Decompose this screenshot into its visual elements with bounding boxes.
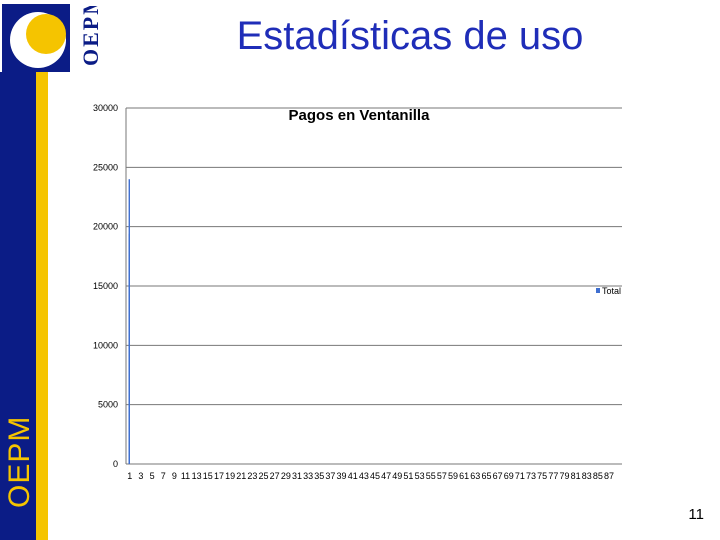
x-tick-label: 71 [515, 471, 525, 481]
x-tick-label: 3 [138, 471, 143, 481]
x-tick-label: 35 [314, 471, 324, 481]
legend: Total [596, 286, 621, 296]
legend-swatch [596, 288, 600, 293]
x-tick-label: 19 [225, 471, 235, 481]
x-tick-label: 57 [437, 471, 447, 481]
x-tick-label: 43 [359, 471, 369, 481]
page-title: Estadísticas de uso [236, 14, 584, 58]
y-tick-label: 25000 [93, 162, 118, 172]
x-tick-label: 73 [526, 471, 536, 481]
slide-number: 11 [688, 506, 704, 523]
chart-title: Pagos en Ventanilla [289, 107, 431, 124]
y-tick-label: 0 [113, 459, 118, 469]
bar [128, 384, 130, 464]
y-tick-label: 30000 [93, 103, 118, 113]
x-tick-label: 51 [403, 471, 413, 481]
x-tick-label: 67 [493, 471, 503, 481]
x-tick-label: 75 [537, 471, 547, 481]
x-tick-label: 25 [259, 471, 269, 481]
x-tick-label: 81 [571, 471, 581, 481]
x-tick-label: 53 [415, 471, 425, 481]
x-tick-label: 49 [392, 471, 402, 481]
x-tick-label: 37 [325, 471, 335, 481]
y-axis-tick-labels: 0 5000 10000 15000 20000 25000 30000 [93, 103, 118, 469]
x-tick-label: 85 [593, 471, 603, 481]
x-tick-label: 23 [247, 471, 257, 481]
bar [128, 428, 130, 464]
sidebar-brand-text: OEPM [2, 415, 38, 508]
sidebar-blue-band [0, 72, 36, 540]
x-tick-label: 15 [203, 471, 213, 481]
x-tick-label: 59 [448, 471, 458, 481]
x-tick-label: 11 [181, 471, 190, 481]
sidebar-yellow-band [36, 72, 48, 540]
x-tick-label: 13 [192, 471, 202, 481]
x-tick-label: 79 [559, 471, 569, 481]
x-tick-label: 1 [127, 471, 132, 481]
x-tick-label: 27 [270, 471, 280, 481]
x-tick-label: 9 [172, 471, 177, 481]
x-tick-label: 83 [582, 471, 592, 481]
x-tick-label: 39 [337, 471, 347, 481]
x-tick-label: 17 [214, 471, 224, 481]
x-tick-label: 21 [236, 471, 246, 481]
x-tick-label: 45 [370, 471, 380, 481]
gridlines [125, 107, 622, 465]
x-tick-label: 69 [504, 471, 514, 481]
y-tick-label: 20000 [93, 222, 118, 232]
x-tick-label: 77 [548, 471, 558, 481]
x-tick-label: 87 [604, 471, 614, 481]
x-tick-label: 5 [150, 471, 155, 481]
sidebar-brand-label: OEPM [3, 415, 36, 508]
oepm-logo-wordmark: OEPM [78, 6, 103, 66]
x-tick-label: 33 [303, 471, 313, 481]
logo-wordmark-text: OEPM [78, 6, 103, 66]
x-tick-label: 55 [426, 471, 436, 481]
bar-series-total [128, 179, 130, 464]
x-tick-label: 29 [281, 471, 291, 481]
x-tick-label: 63 [470, 471, 480, 481]
x-axis-tick-labels: 1 3 5 7 9 11 13 15 17 19 21 23 25 27 29 31 33 35 37 39 41 43 4… [127, 471, 614, 481]
oepm-logo-icon [2, 4, 70, 72]
x-tick-label: 31 [292, 471, 302, 481]
legend-label: Total [602, 286, 621, 296]
x-tick-label: 41 [348, 471, 358, 481]
y-tick-label: 10000 [93, 340, 118, 350]
x-tick-label: 7 [161, 471, 166, 481]
y-tick-label: 5000 [98, 400, 118, 410]
x-tick-label: 61 [459, 471, 469, 481]
y-tick-label: 15000 [93, 281, 118, 291]
x-tick-label: 65 [481, 471, 491, 481]
x-tick-label: 47 [381, 471, 391, 481]
bar-chart: Pagos en Ventanilla 0 5000 10000 15000 20000… [93, 103, 622, 481]
